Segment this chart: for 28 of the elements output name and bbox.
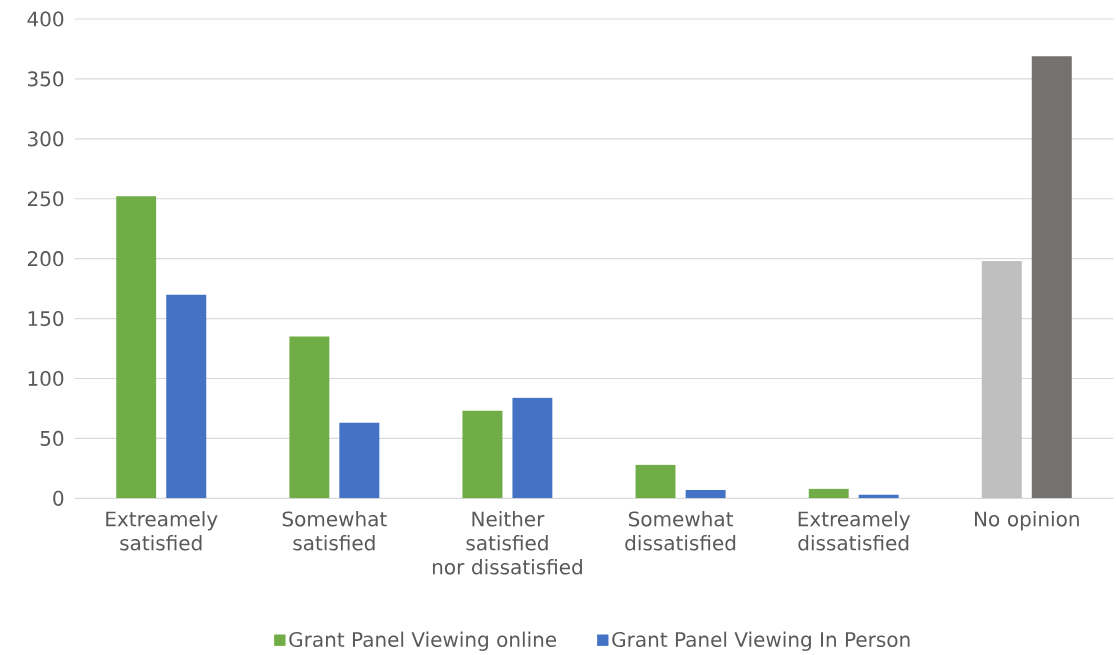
x-tick-label: Somewhat satisfied — [282, 511, 387, 551]
y-tick-label: 250 — [27, 191, 64, 207]
legend-label: Grant Panel Viewing In Person — [612, 631, 910, 651]
y-tick-label: 100 — [28, 370, 64, 387]
y-tick-label: 200 — [27, 251, 64, 267]
x-tick-label: Neither satisfied nor dissatisfied — [432, 511, 582, 575]
y-tick-label: 300 — [27, 131, 64, 147]
y-tick-label: 350 — [27, 71, 64, 87]
bar — [635, 464, 676, 499]
y-tick-label: 150 — [28, 311, 64, 327]
bar — [339, 422, 380, 499]
bar — [289, 336, 330, 499]
y-tick-label: 0 — [53, 490, 64, 506]
legend-label: Grant Panel Viewing online — [289, 631, 557, 651]
y-tick-label: 400 — [27, 11, 64, 27]
x-tick-label: No opinion — [975, 511, 1079, 531]
y-tick-label: 50 — [40, 430, 64, 446]
bar — [685, 489, 726, 499]
x-tick-label: Extreamely satisfied — [106, 511, 218, 551]
bar — [981, 261, 1022, 499]
bar — [808, 488, 849, 499]
bar — [116, 196, 157, 499]
x-tick-label: Extreamely dissatisfied — [798, 511, 910, 551]
x-tick-label: Somewhat dissatisfied — [625, 511, 736, 551]
bar — [462, 410, 503, 499]
bar — [166, 294, 207, 499]
bar — [1031, 56, 1072, 499]
bar — [512, 397, 553, 499]
